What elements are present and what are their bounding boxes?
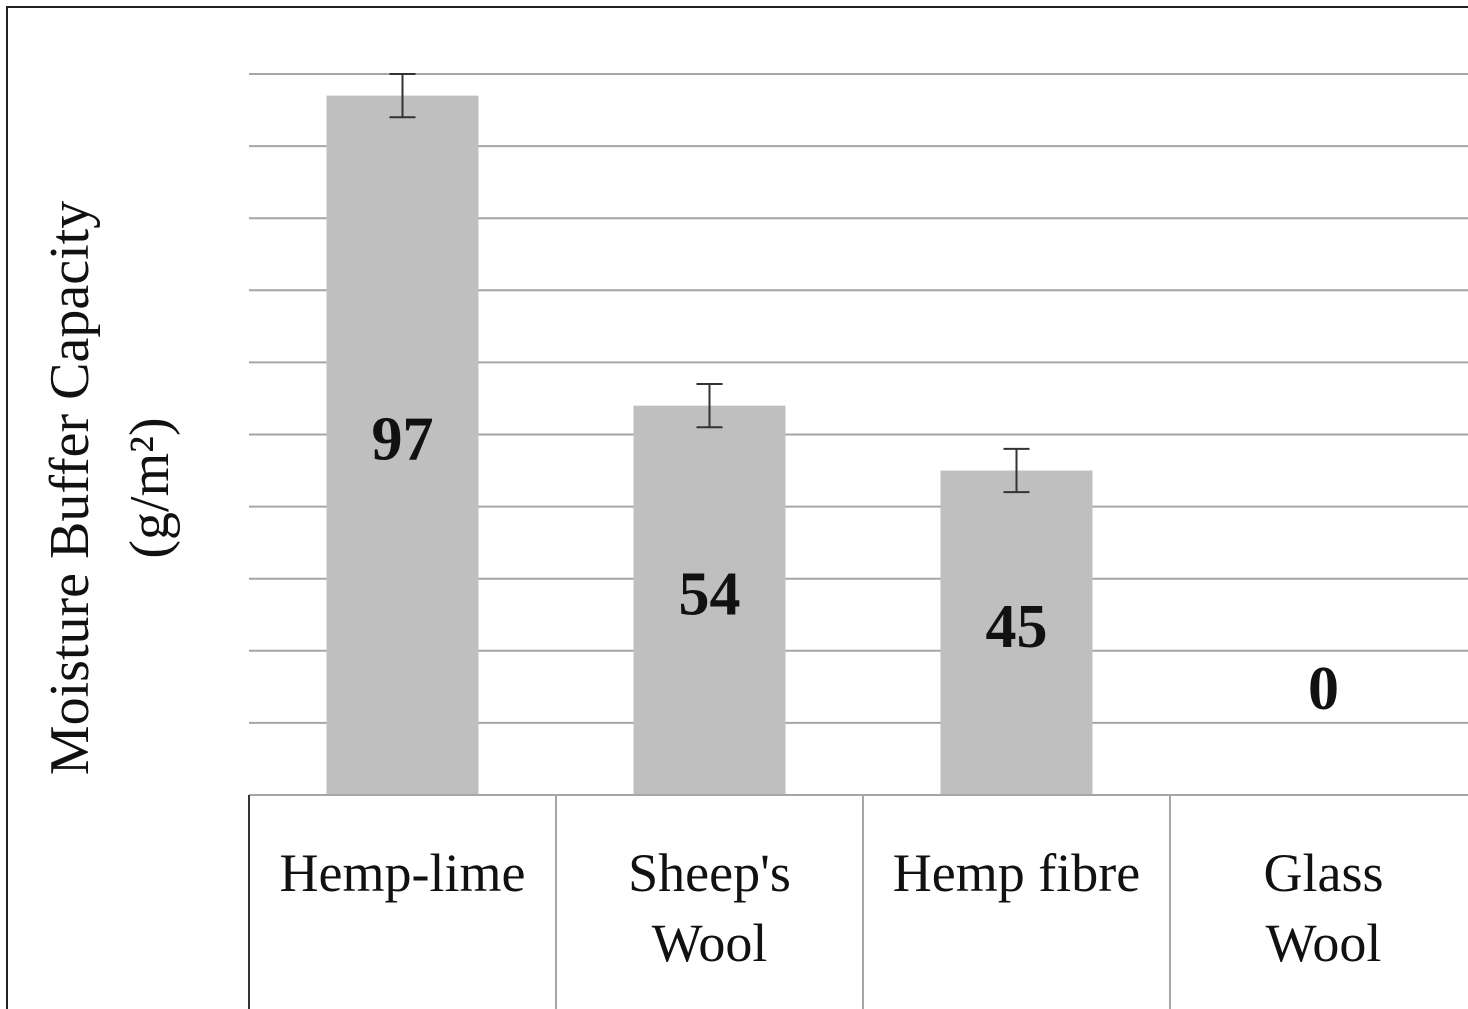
y-axis-label: Moisture Buffer Capacity [39, 201, 101, 775]
x-tick-label: Hemp-lime [279, 843, 526, 903]
x-tick-label: Sheep's Wool [628, 843, 791, 973]
frame [6, 6, 1468, 1009]
bar [633, 405, 786, 795]
data-label: 54 [679, 561, 741, 629]
x-tick-label: Hemp fibre [892, 843, 1141, 903]
data-label: 0 [1308, 655, 1339, 723]
data-label: 97 [372, 406, 434, 474]
bar [326, 95, 479, 795]
y-axis-label: (g/m²) [119, 417, 181, 558]
bar [940, 470, 1093, 795]
data-label: 45 [986, 593, 1048, 661]
x-tick-label: Glass Wool [1263, 843, 1384, 973]
